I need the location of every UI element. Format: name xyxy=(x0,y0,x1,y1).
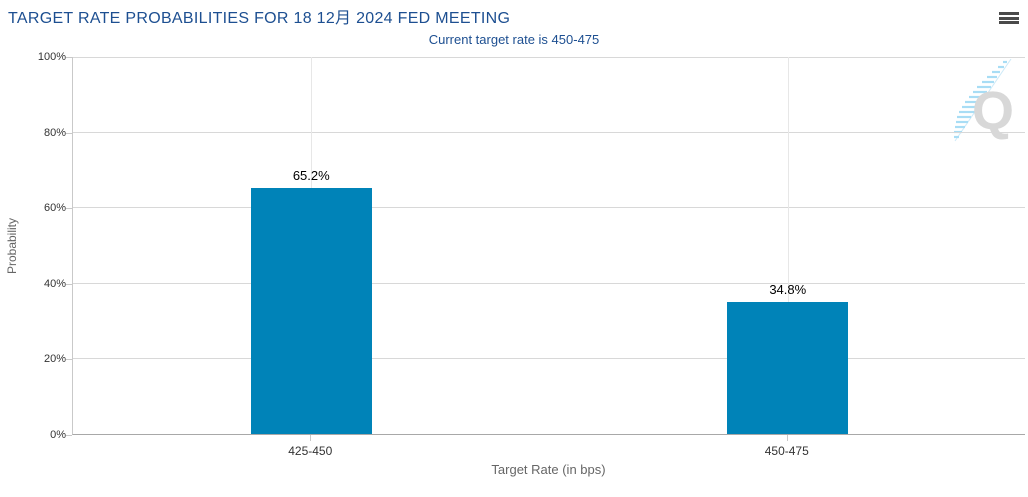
y-axis-tick xyxy=(66,132,72,134)
hamburger-menu-icon xyxy=(997,11,1021,26)
y-axis-tick xyxy=(66,208,72,210)
y-gridline xyxy=(73,57,1025,58)
x-gridline xyxy=(787,57,789,434)
watermark-q-text: Q xyxy=(972,81,1014,141)
y-axis-tick xyxy=(66,283,72,285)
y-axis-tick-label: 80% xyxy=(43,126,66,139)
y-gridline xyxy=(73,358,1025,360)
y-axis-tick-label: 40% xyxy=(43,277,66,290)
y-gridline xyxy=(73,282,1025,284)
x-axis-tick xyxy=(786,435,788,441)
y-gridline xyxy=(73,207,1025,209)
x-axis-tick xyxy=(310,435,312,441)
x-axis-title: Target Rate (in bps) xyxy=(491,462,606,477)
y-axis-tick xyxy=(66,359,72,361)
probability-bar[interactable] xyxy=(250,187,372,434)
y-axis-tick-label: 0% xyxy=(50,429,66,441)
y-axis-title: Probability xyxy=(2,57,22,435)
probability-bar[interactable] xyxy=(727,302,849,434)
y-axis-tick-label: 60% xyxy=(43,202,66,215)
y-axis-tick-label: 100% xyxy=(37,51,66,63)
y-axis-tick xyxy=(66,435,72,436)
x-axis-tick-label: 425-450 xyxy=(288,444,333,458)
bar-data-label: 34.8% xyxy=(769,282,807,298)
y-gridline xyxy=(73,131,1025,133)
context-menu-button[interactable] xyxy=(997,8,1021,28)
y-axis-title-text: Probability xyxy=(5,217,19,275)
chart-subtitle: Current target rate is 450-475 xyxy=(428,32,600,47)
x-axis-tick-label: 450-475 xyxy=(764,444,809,458)
chart-title: TARGET RATE PROBABILITIES FOR 18 12月 202… xyxy=(8,10,511,27)
y-axis-tick xyxy=(66,57,72,58)
bar-data-label: 65.2% xyxy=(292,167,330,183)
quikstrike-logo-watermark: Q xyxy=(954,59,1014,142)
y-axis-tick-label: 20% xyxy=(43,353,66,366)
plot-area: Q 65.2% 34.8% xyxy=(72,57,1025,435)
